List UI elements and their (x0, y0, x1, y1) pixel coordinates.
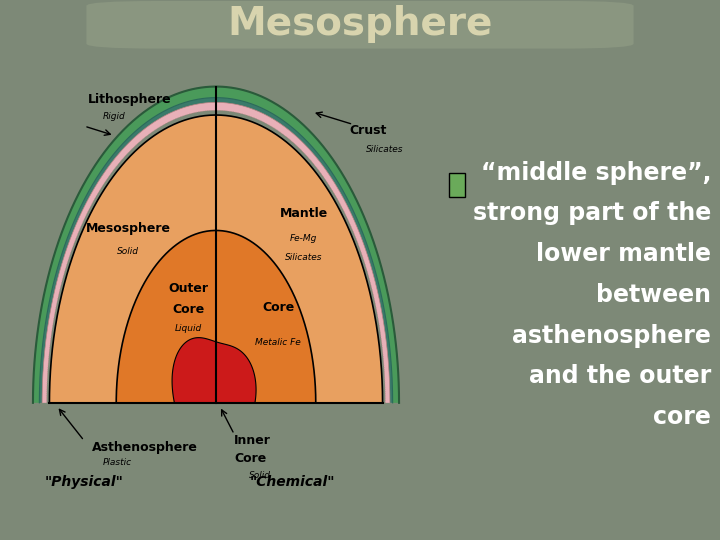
Text: and the outer: and the outer (529, 364, 711, 388)
Text: Plastic: Plastic (102, 458, 132, 468)
Text: strong part of the: strong part of the (473, 201, 711, 225)
Text: Core: Core (234, 451, 266, 465)
Text: Metalic Fe: Metalic Fe (256, 338, 301, 347)
Text: Mantle: Mantle (280, 207, 328, 220)
Polygon shape (42, 103, 390, 403)
Text: Mesosphere: Mesosphere (86, 222, 171, 235)
Text: Core: Core (262, 301, 294, 314)
FancyBboxPatch shape (86, 1, 634, 49)
Text: Lithosphere: Lithosphere (88, 93, 171, 106)
Text: Mesosphere: Mesosphere (228, 5, 492, 43)
Polygon shape (116, 231, 316, 403)
Text: Solid: Solid (249, 471, 271, 480)
Text: Asthenosphere: Asthenosphere (91, 441, 197, 454)
Polygon shape (50, 115, 382, 403)
Text: "Physical": "Physical" (45, 475, 124, 489)
Text: Rigid: Rigid (102, 112, 125, 121)
Text: Inner: Inner (234, 434, 271, 447)
Polygon shape (33, 86, 399, 403)
Text: Core: Core (172, 303, 204, 316)
FancyBboxPatch shape (449, 173, 465, 197)
Text: lower mantle: lower mantle (536, 242, 711, 266)
Text: core: core (654, 405, 711, 429)
Text: Fe-Mg: Fe-Mg (290, 234, 318, 243)
Text: asthenosphere: asthenosphere (513, 323, 711, 348)
Text: between: between (596, 283, 711, 307)
Polygon shape (172, 338, 256, 403)
Polygon shape (40, 98, 392, 403)
Text: Silicates: Silicates (366, 145, 404, 154)
Text: Outer: Outer (168, 282, 209, 295)
Text: Silicates: Silicates (285, 253, 323, 262)
Text: Liquid: Liquid (175, 324, 202, 333)
Text: “middle sphere”,: “middle sphere”, (481, 160, 711, 185)
Text: Solid: Solid (117, 247, 139, 255)
Text: Crust: Crust (350, 124, 387, 137)
Text: "Chemical": "Chemical" (250, 475, 336, 489)
